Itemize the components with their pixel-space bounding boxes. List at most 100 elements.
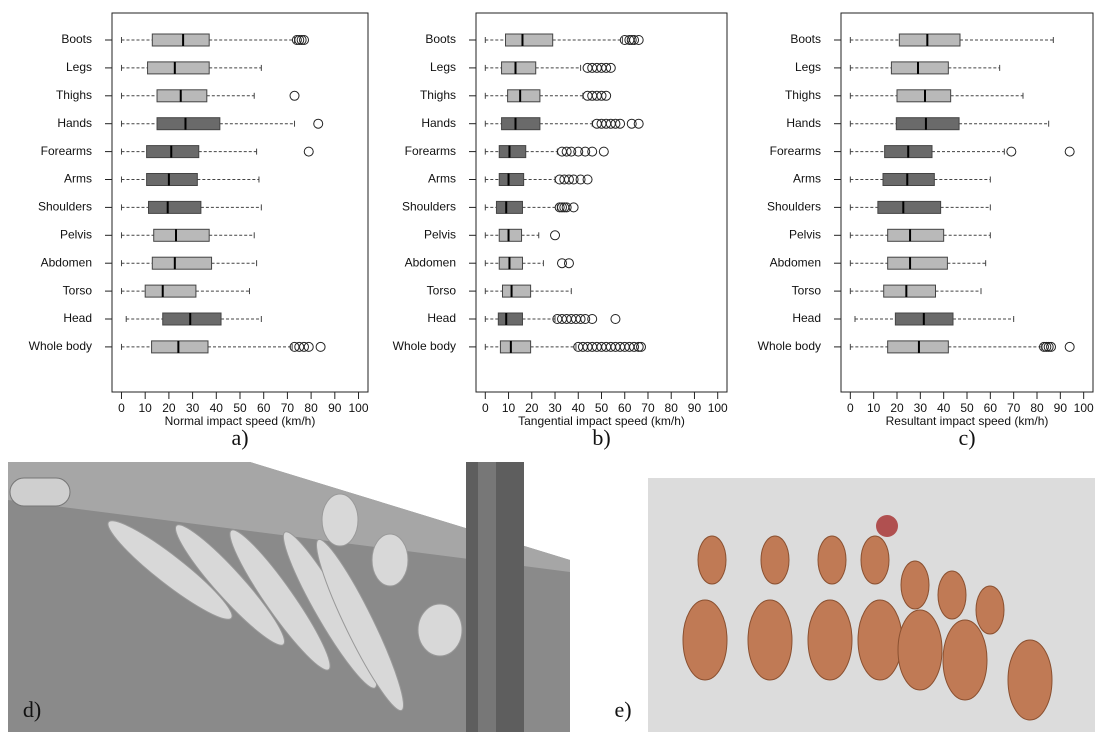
x-tick-label: 60 [618,401,632,415]
category-label: Torso [427,283,457,297]
outlier [561,202,572,213]
x-tick-label: 90 [328,401,342,415]
outlier [566,146,577,157]
x-tick-label: 0 [118,401,125,415]
outlier [582,174,593,185]
x-tick-label: 70 [1007,401,1021,415]
box [153,228,210,242]
outlier [1064,146,1075,157]
outlier [587,146,598,157]
box [505,33,554,47]
category-label: Whole body [29,339,92,353]
outlier [299,341,309,352]
outlier [587,314,598,324]
outlier [568,174,579,185]
outlier [629,341,640,352]
outlier [315,341,326,352]
outlier [601,90,612,101]
panel-e-image [648,478,1095,732]
x-axis-label: Resultant impact speed (km/h) [886,414,1049,428]
box [877,200,942,214]
outlier [296,35,307,45]
box [156,117,221,131]
x-tick-label: 40 [210,401,224,415]
box [162,312,222,326]
outlier [573,146,584,157]
box [887,228,945,242]
x-tick-label: 100 [349,401,369,415]
category-label: Whole body [393,339,456,353]
box [146,145,200,159]
category-label: Boots [425,32,456,46]
x-axis-label: Normal impact speed (km/h) [165,414,316,428]
x-tick-label: 30 [914,401,928,415]
x-tick-label: 10 [139,401,153,415]
outlier [289,90,300,101]
box [890,61,949,75]
category-label: Boots [790,32,821,46]
box [144,284,197,298]
box [896,89,952,103]
category-label: Forearms [405,144,456,158]
category-label: Head [792,311,821,325]
outlier [596,90,607,101]
box [147,61,210,75]
category-label: Shoulders [38,200,92,214]
box [146,173,198,186]
x-tick-label: 40 [937,401,951,415]
box [501,61,537,75]
x-axis-label: Tangential impact speed (km/h) [518,414,685,428]
outlier [554,202,565,213]
box [148,200,202,214]
category-label: Head [427,311,456,325]
category-label: Thighs [420,88,456,102]
outlier [1039,341,1049,352]
box [501,284,532,298]
outlier [1041,341,1052,352]
x-tick-label: 70 [641,401,655,415]
outlier [556,258,567,269]
x-tick-label: 80 [1030,401,1044,415]
category-label: Arms [793,172,821,186]
panel-label: d) [23,697,41,722]
box [498,228,523,242]
category-label: Whole body [758,339,821,353]
outlier [563,174,574,185]
x-tick-label: 20 [162,401,176,415]
box [895,117,960,131]
category-label: Hands [57,116,92,130]
outlier [626,35,637,45]
x-tick-label: 80 [665,401,679,415]
category-label: Hands [421,116,456,130]
category-label: Pelvis [60,227,92,241]
outlier [580,146,591,157]
category-label: Legs [430,60,456,74]
outlier [633,35,644,45]
outlier [633,341,644,352]
category-label: Legs [66,60,92,74]
category-label: Torso [63,283,93,297]
category-label: Thighs [785,88,821,102]
outlier [561,146,572,157]
box [499,340,532,354]
box [883,284,937,298]
x-tick-label: 10 [867,401,881,415]
outlier [626,118,637,129]
box [882,173,935,186]
category-label: Forearms [770,144,821,158]
category-label: Shoulders [767,200,821,214]
panel-d-image [8,462,570,732]
category-label: Abdomen [770,255,821,269]
outlier [629,35,640,45]
category-label: Arms [428,172,456,186]
x-tick-label: 0 [847,401,854,415]
x-tick-label: 90 [1054,401,1068,415]
x-tick-label: 30 [186,401,200,415]
outlier [605,62,616,73]
outlier [299,35,309,45]
box [498,173,525,186]
outlier [1046,341,1056,352]
category-label: Pelvis [789,227,821,241]
category-label: Forearms [41,144,92,158]
box [498,145,527,159]
